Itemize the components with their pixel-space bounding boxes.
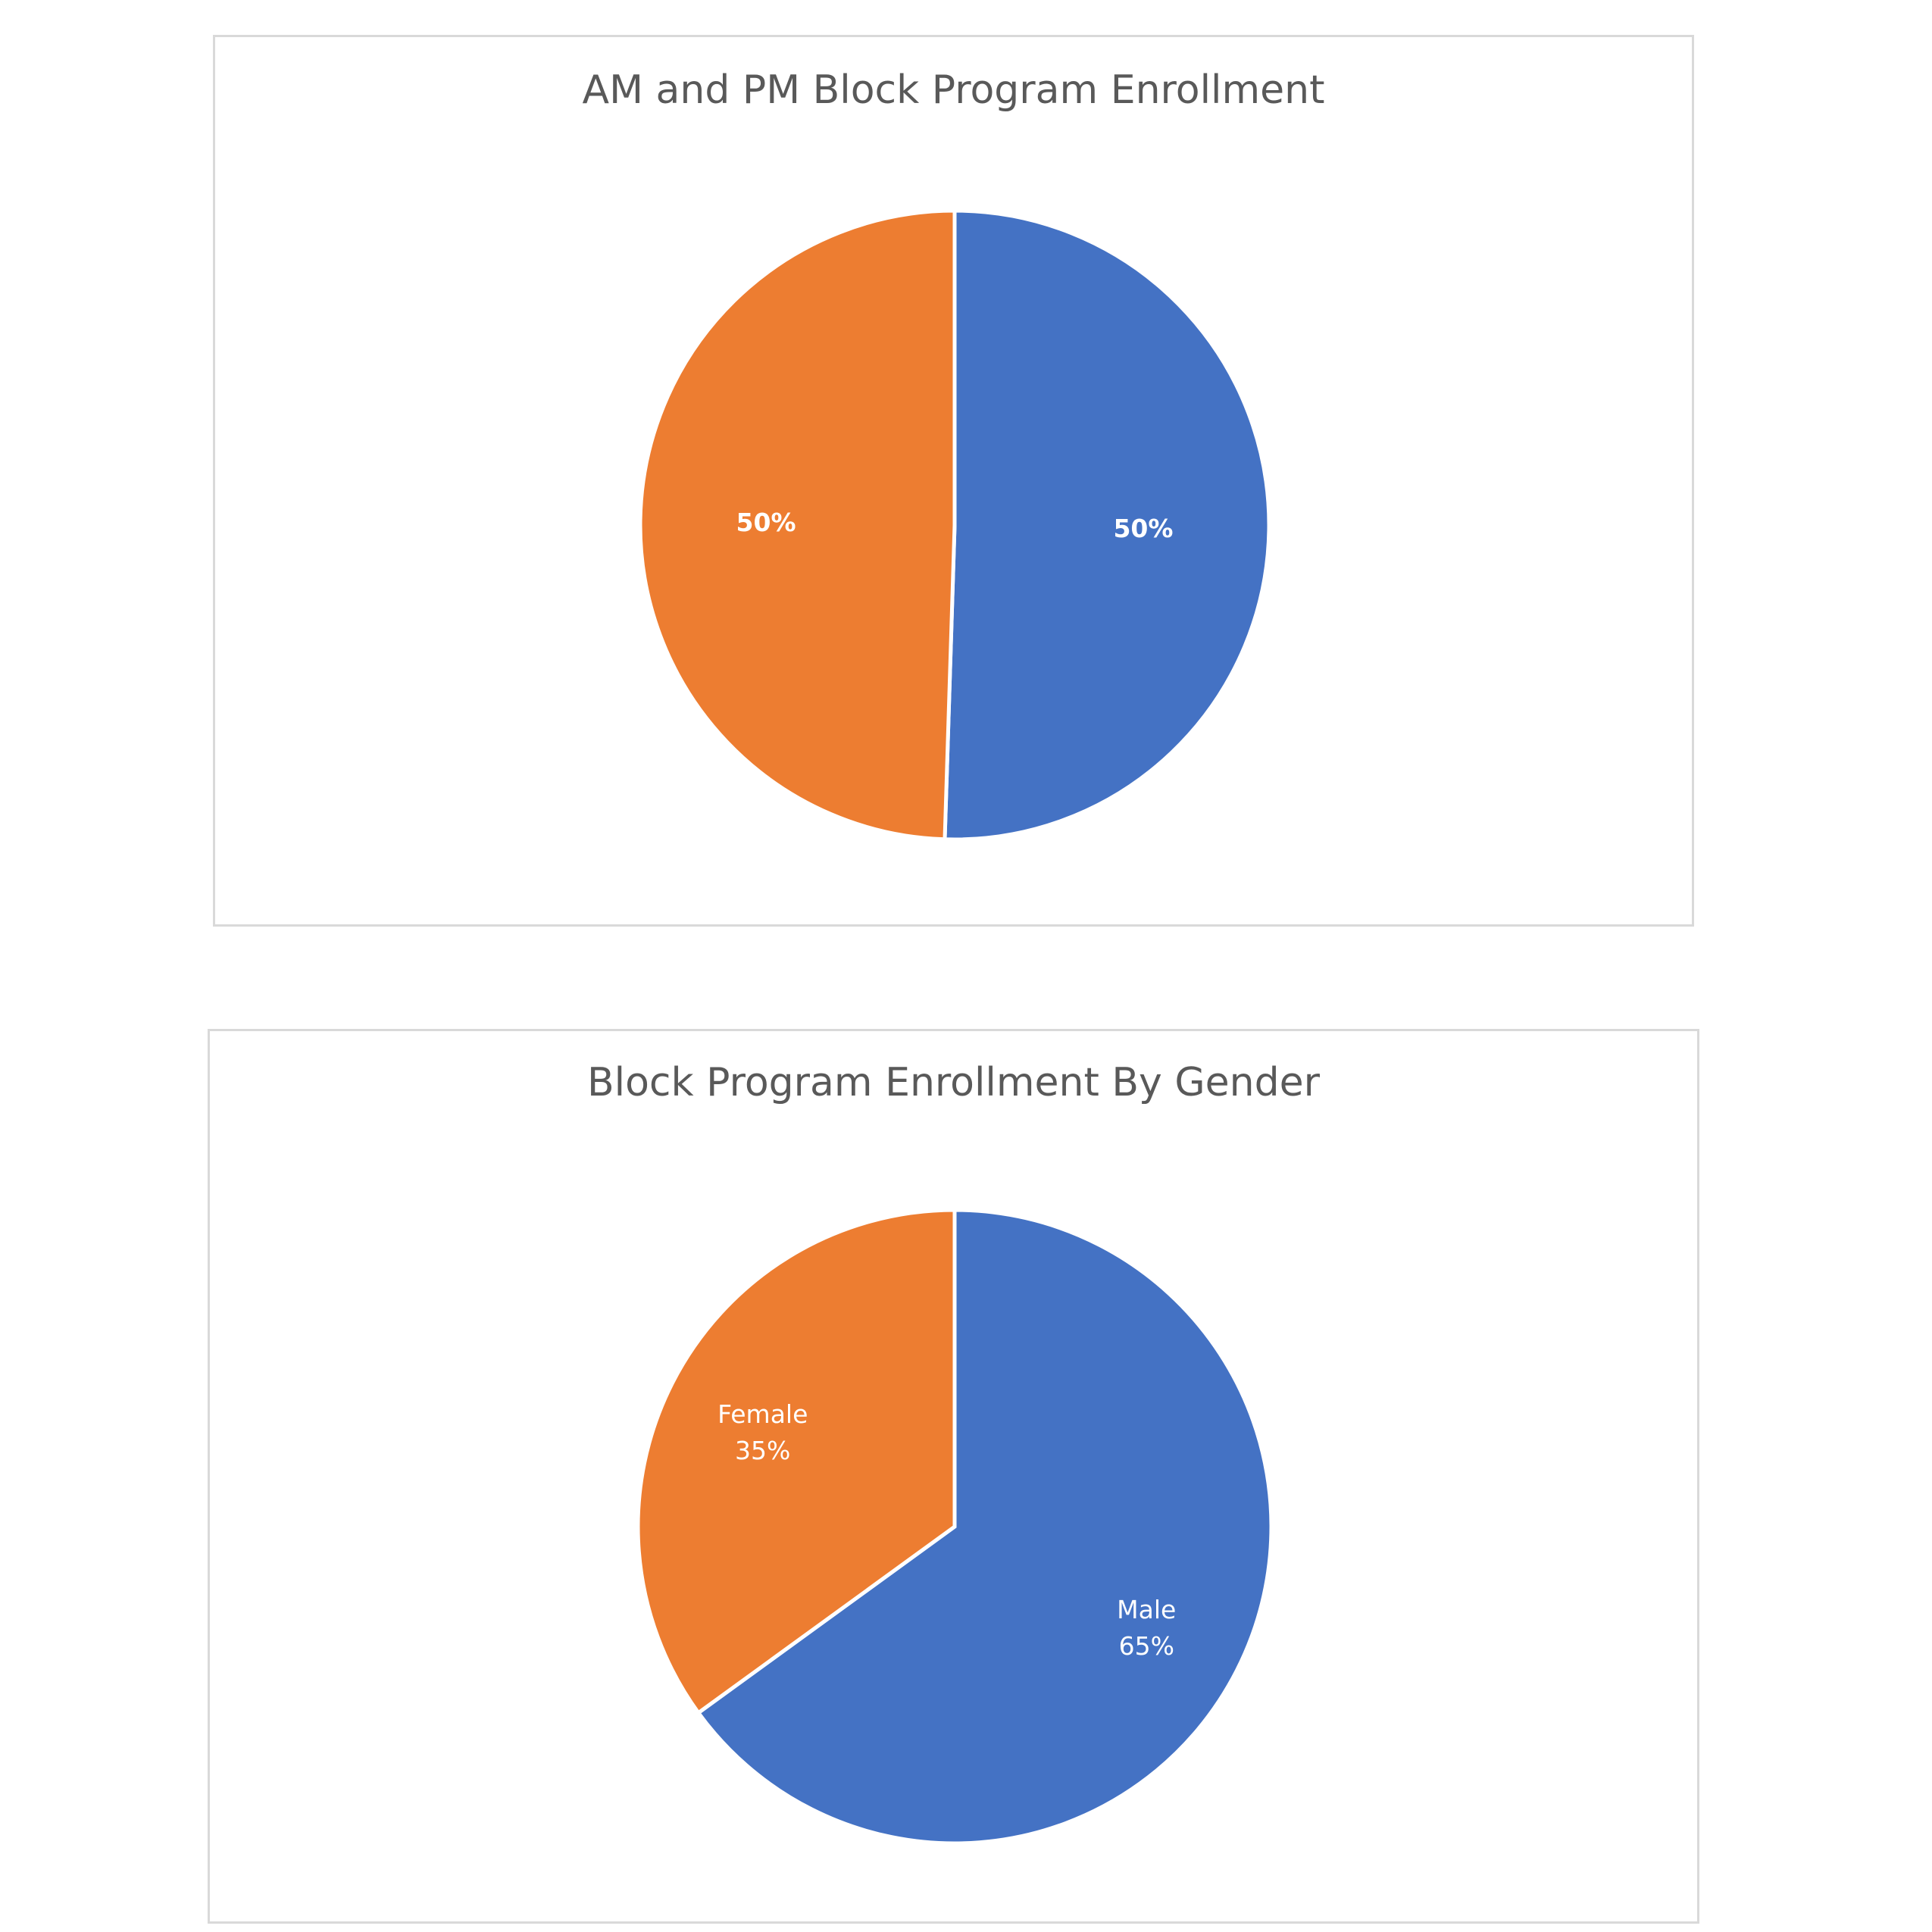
data-label-percent: 35% [735, 1436, 790, 1465]
pie-slice-slice-2 [638, 208, 957, 842]
pie-slice-slice-1 [943, 208, 1271, 842]
pie-slice-male [696, 1208, 1274, 1846]
data-label-category: Female [717, 1399, 808, 1429]
data-label-slice-1: 50% [1113, 514, 1173, 543]
pie-chart-am-pm: 50% 50% [638, 208, 1271, 842]
data-label-category: Male [1117, 1595, 1176, 1624]
chart-title: Block Program Enrollment By Gender [587, 1060, 1320, 1105]
data-label-percent: 65% [1119, 1631, 1174, 1661]
chart-title: AM and PM Block Program Enrollment [582, 67, 1325, 113]
pie-slice-female [636, 1208, 957, 1716]
enrollment-gender-chart: Block Program Enrollment By Gender Male 6… [208, 1029, 1699, 1924]
data-label-male: Male 65% [1117, 1595, 1176, 1661]
pie-chart-gender: Male 65% Female 35% [636, 1208, 1274, 1846]
enrollment-am-pm-chart: AM and PM Block Program Enrollment 50% 50… [213, 35, 1694, 927]
data-label-female: Female 35% [717, 1399, 808, 1465]
data-label-slice-2: 50% [736, 508, 796, 537]
